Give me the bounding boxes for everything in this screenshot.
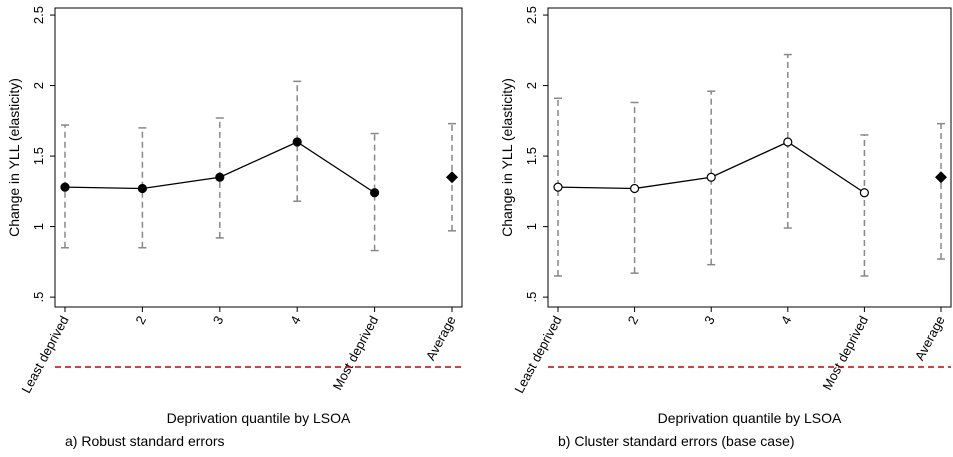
- x-tick-label: 2: [625, 313, 642, 326]
- plot-frame: [547, 7, 952, 308]
- point-marker: [292, 137, 302, 147]
- y-tick-label: 1: [31, 223, 46, 230]
- y-tick-label: 2: [31, 82, 46, 89]
- x-tick-label: Least deprived: [511, 313, 564, 395]
- x-axis-title: Deprivation quantile by LSOA: [167, 410, 351, 426]
- point-marker: [859, 188, 870, 198]
- x-tick-label: 4: [287, 313, 304, 326]
- x-tick-label: Average: [423, 313, 459, 363]
- diamond-marker: [935, 171, 947, 184]
- y-tick-label: 1: [524, 223, 539, 230]
- diamond-marker: [446, 171, 458, 184]
- x-tick-label: 3: [701, 313, 718, 326]
- y-tick-label: 1.5: [524, 147, 539, 165]
- y-axis-title: Change in YLL (elasticity): [6, 78, 22, 237]
- point-marker: [629, 183, 640, 194]
- x-axis-title: Deprivation quantile by LSOA: [658, 410, 842, 426]
- x-tick-label: Most deprived: [819, 313, 871, 392]
- point-marker: [60, 182, 70, 192]
- y-tick-label: .5: [524, 292, 539, 303]
- y-tick-label: 2.5: [524, 6, 539, 24]
- point-marker: [370, 188, 380, 198]
- point-marker: [137, 183, 147, 194]
- y-tick-label: .5: [31, 292, 46, 303]
- y-tick-label: 1.5: [31, 147, 46, 165]
- x-tick-label: 2: [132, 313, 149, 326]
- point-marker: [706, 172, 716, 182]
- plot-frame: [54, 7, 463, 308]
- y-axis-title: Change in YLL (elasticity): [499, 78, 515, 237]
- x-tick-label: 4: [778, 313, 795, 326]
- x-tick-label: Most deprived: [330, 313, 382, 392]
- y-tick-label: 2: [524, 82, 539, 89]
- caption: a) Robust standard errors: [65, 433, 225, 449]
- point-marker: [553, 182, 563, 192]
- x-tick-label: Average: [912, 313, 948, 363]
- point-marker: [783, 137, 793, 147]
- caption: b) Cluster standard errors (base case): [558, 433, 795, 449]
- y-tick-label: 2.5: [31, 6, 46, 24]
- point-marker: [215, 172, 225, 182]
- x-tick-label: 3: [210, 313, 227, 326]
- x-tick-label: Least deprived: [18, 313, 71, 395]
